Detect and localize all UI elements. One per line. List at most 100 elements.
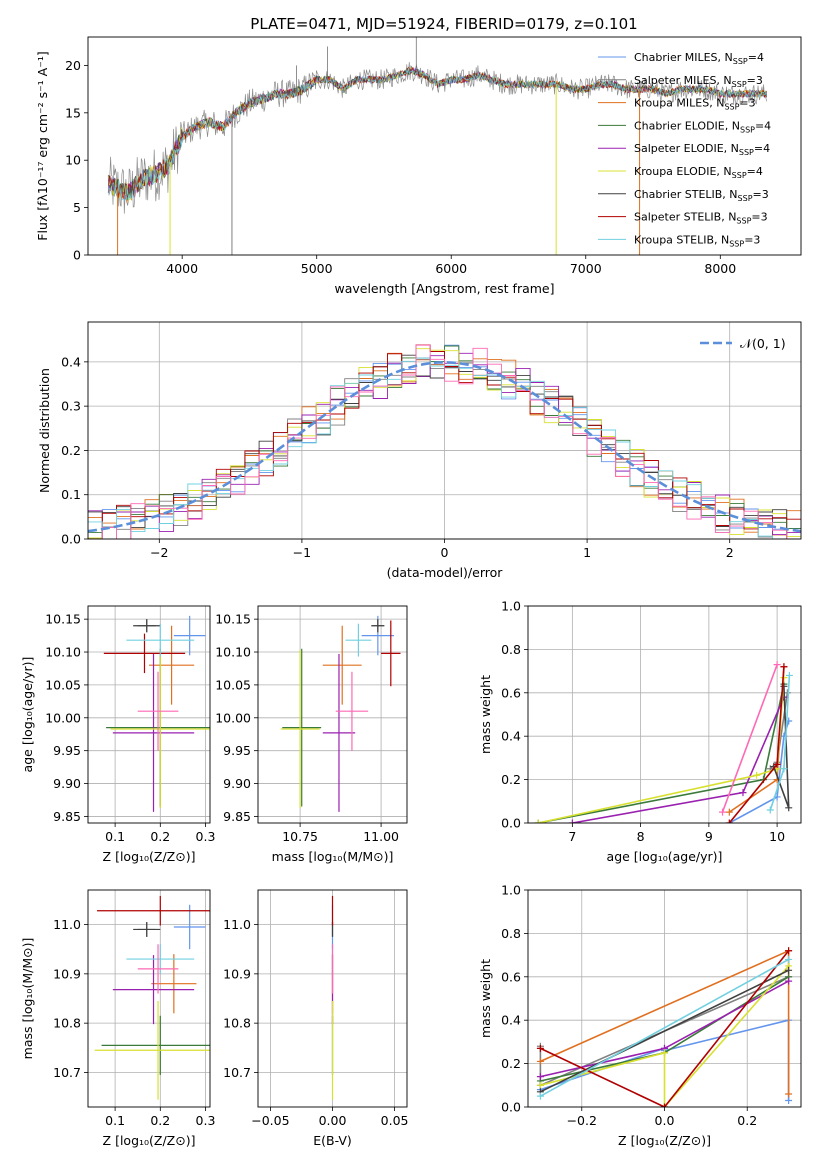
legend-subscript: SSP	[739, 148, 754, 157]
legend-label: Kroupa ELODIE, NSSP=4	[634, 165, 763, 180]
legend-label: 𝒩(0, 1)	[740, 336, 786, 351]
panel-mass-vs-EBV: −0.05 0.00 0.05 10.7 10.8 10.9 11.0 E(B-V)	[223, 889, 409, 1148]
x-tick-label: −2	[150, 545, 168, 560]
weight-marker	[536, 1044, 544, 1052]
y-tick-label: 10.9	[223, 966, 251, 981]
legend-label: Chabrier STELIB, NSSP=3	[634, 188, 769, 203]
error-bar	[322, 625, 362, 705]
x-axis-label: Z [log₁₀(Z/Z⊙)]	[103, 1133, 196, 1148]
x-tick-label: 0.00	[319, 1113, 347, 1128]
legend-subscript: SSP	[729, 239, 744, 248]
legend-label: Salpeter ELODIE, NSSP=4	[634, 142, 770, 157]
error-bar	[381, 620, 401, 687]
y-tick-label: 9.90	[53, 776, 81, 791]
y-tick-label: 0.2	[61, 443, 81, 458]
legend-label: Salpeter STELIB, NSSP=3	[634, 211, 768, 226]
y-tick-label: 0.6	[501, 969, 521, 984]
plot-area	[103, 615, 210, 812]
figure-title: PLATE=0471, MJD=51924, FIBERID=0179, z=0…	[250, 15, 637, 33]
y-tick-label: 10.9	[53, 966, 81, 981]
panel-weight-vs-Z: −0.2 0.0 0.2 0.0 0.2 0.4 0.6 0.8 1.0 Z [log₁₀(Z/Z…	[478, 883, 802, 1148]
x-tick-label: −0.05	[251, 1113, 289, 1128]
weight-marker	[536, 1081, 544, 1089]
y-tick-label: 0.0	[61, 532, 81, 547]
y-tick-label: 11.0	[53, 917, 81, 932]
weight-marker	[725, 819, 733, 823]
normal-curve	[88, 360, 801, 533]
y-tick-label: 9.85	[53, 809, 81, 824]
y-tick-label: 10.05	[215, 677, 251, 692]
error-bar	[112, 654, 195, 812]
error-bar	[280, 650, 320, 808]
panel-weight-vs-age: 7 8 9 10 0.0 0.2 0.4 0.6 0.8 1.0 age [log₁₀(age/yr…	[478, 599, 802, 864]
y-tick-label: 20	[65, 58, 81, 73]
weight-marker	[536, 1092, 544, 1100]
error-bar	[112, 955, 195, 1025]
x-axis-label: mass [log₁₀(M/M⊙)]	[272, 849, 394, 864]
axes-frame	[87, 36, 802, 256]
y-tick-label: 15	[65, 105, 81, 120]
weight-marker	[536, 1057, 544, 1065]
weight-marker	[766, 806, 774, 814]
weight-marker	[780, 682, 788, 690]
error-bar	[101, 1015, 210, 1075]
x-tick-label: 0.2	[150, 1113, 170, 1128]
y-tick-label: 10.05	[45, 677, 81, 692]
y-tick-label: 0.4	[501, 729, 521, 744]
y-tick-label: 10.15	[45, 612, 81, 627]
error-bar	[335, 671, 369, 751]
error-bar	[133, 922, 161, 937]
weight-marker	[661, 1103, 668, 1107]
legend-subscript: SSP	[736, 217, 751, 226]
weight-line	[721, 664, 778, 813]
x-tick-label: 2	[726, 545, 734, 560]
y-tick-label: 1.0	[501, 599, 521, 614]
y-axis-label: Normed distribution	[37, 368, 52, 493]
axes-frame	[527, 889, 802, 1108]
legend-subscript: SSP	[724, 103, 739, 112]
y-tick-label: 0.6	[501, 685, 521, 700]
y-tick-label: 10.15	[215, 612, 251, 627]
axes-frame	[257, 889, 408, 1108]
axes-frame	[257, 605, 408, 824]
legend-subscript: SSP	[740, 125, 755, 134]
legend-value: =4	[748, 51, 764, 64]
legend-label: Chabrier ELODIE, NSSP=4	[634, 119, 771, 134]
axes-frame	[87, 605, 211, 824]
x-axis-label: Z [log₁₀(Z/Z⊙)]	[103, 849, 196, 864]
y-tick-label: 9.95	[53, 743, 81, 758]
weight-marker	[785, 1090, 793, 1098]
x-tick-label: 0.3	[196, 829, 216, 844]
error-bar	[137, 944, 179, 994]
y-tick-label: 0	[73, 248, 81, 263]
x-tick-label: 0.2	[150, 829, 170, 844]
y-tick-label: 0.2	[501, 772, 521, 787]
y-tick-label: 9.90	[223, 776, 251, 791]
error-bar	[151, 954, 197, 1014]
y-axis-label: Flux [fλ10⁻¹⁷ erg cm⁻² s⁻¹ A⁻¹]	[35, 51, 50, 240]
legend-subscript: SSP	[732, 171, 747, 180]
weight-line	[540, 965, 790, 1107]
x-tick-label: −0.2	[567, 1113, 597, 1128]
panel-mass-vs-Z: 0.1 0.2 0.3 10.7 10.8 10.9 11.0 Z [log₁₀(Z/Z⊙)]…	[20, 889, 215, 1148]
y-tick-label: 0.8	[501, 926, 521, 941]
panel-age-vs-mass: 10.75 11.00 9.85 9.90 9.95 10.00 10.05 10.10 10.…	[215, 605, 408, 864]
x-tick-label: −1	[293, 545, 311, 560]
weight-marker	[785, 804, 793, 812]
error-bar	[126, 623, 195, 657]
legend-subscript: SSP	[732, 80, 747, 89]
weight-marker	[785, 966, 793, 974]
histogram-step	[88, 344, 801, 539]
error-bar	[322, 654, 356, 812]
x-tick-label: 5000	[301, 261, 333, 276]
weight-marker	[773, 661, 781, 669]
panel-age-vs-Z: 0.1 0.2 0.3 9.85 9.90 9.95 10.00 10.05 10.10 10.1…	[20, 605, 216, 864]
weight-line	[540, 958, 789, 1097]
x-tick-label: 8000	[704, 261, 736, 276]
histogram-step	[88, 348, 801, 539]
y-tick-label: 10.7	[53, 1065, 81, 1080]
weight-marker	[780, 765, 788, 773]
y-tick-label: 10.10	[45, 645, 81, 660]
error-bar	[97, 895, 210, 926]
